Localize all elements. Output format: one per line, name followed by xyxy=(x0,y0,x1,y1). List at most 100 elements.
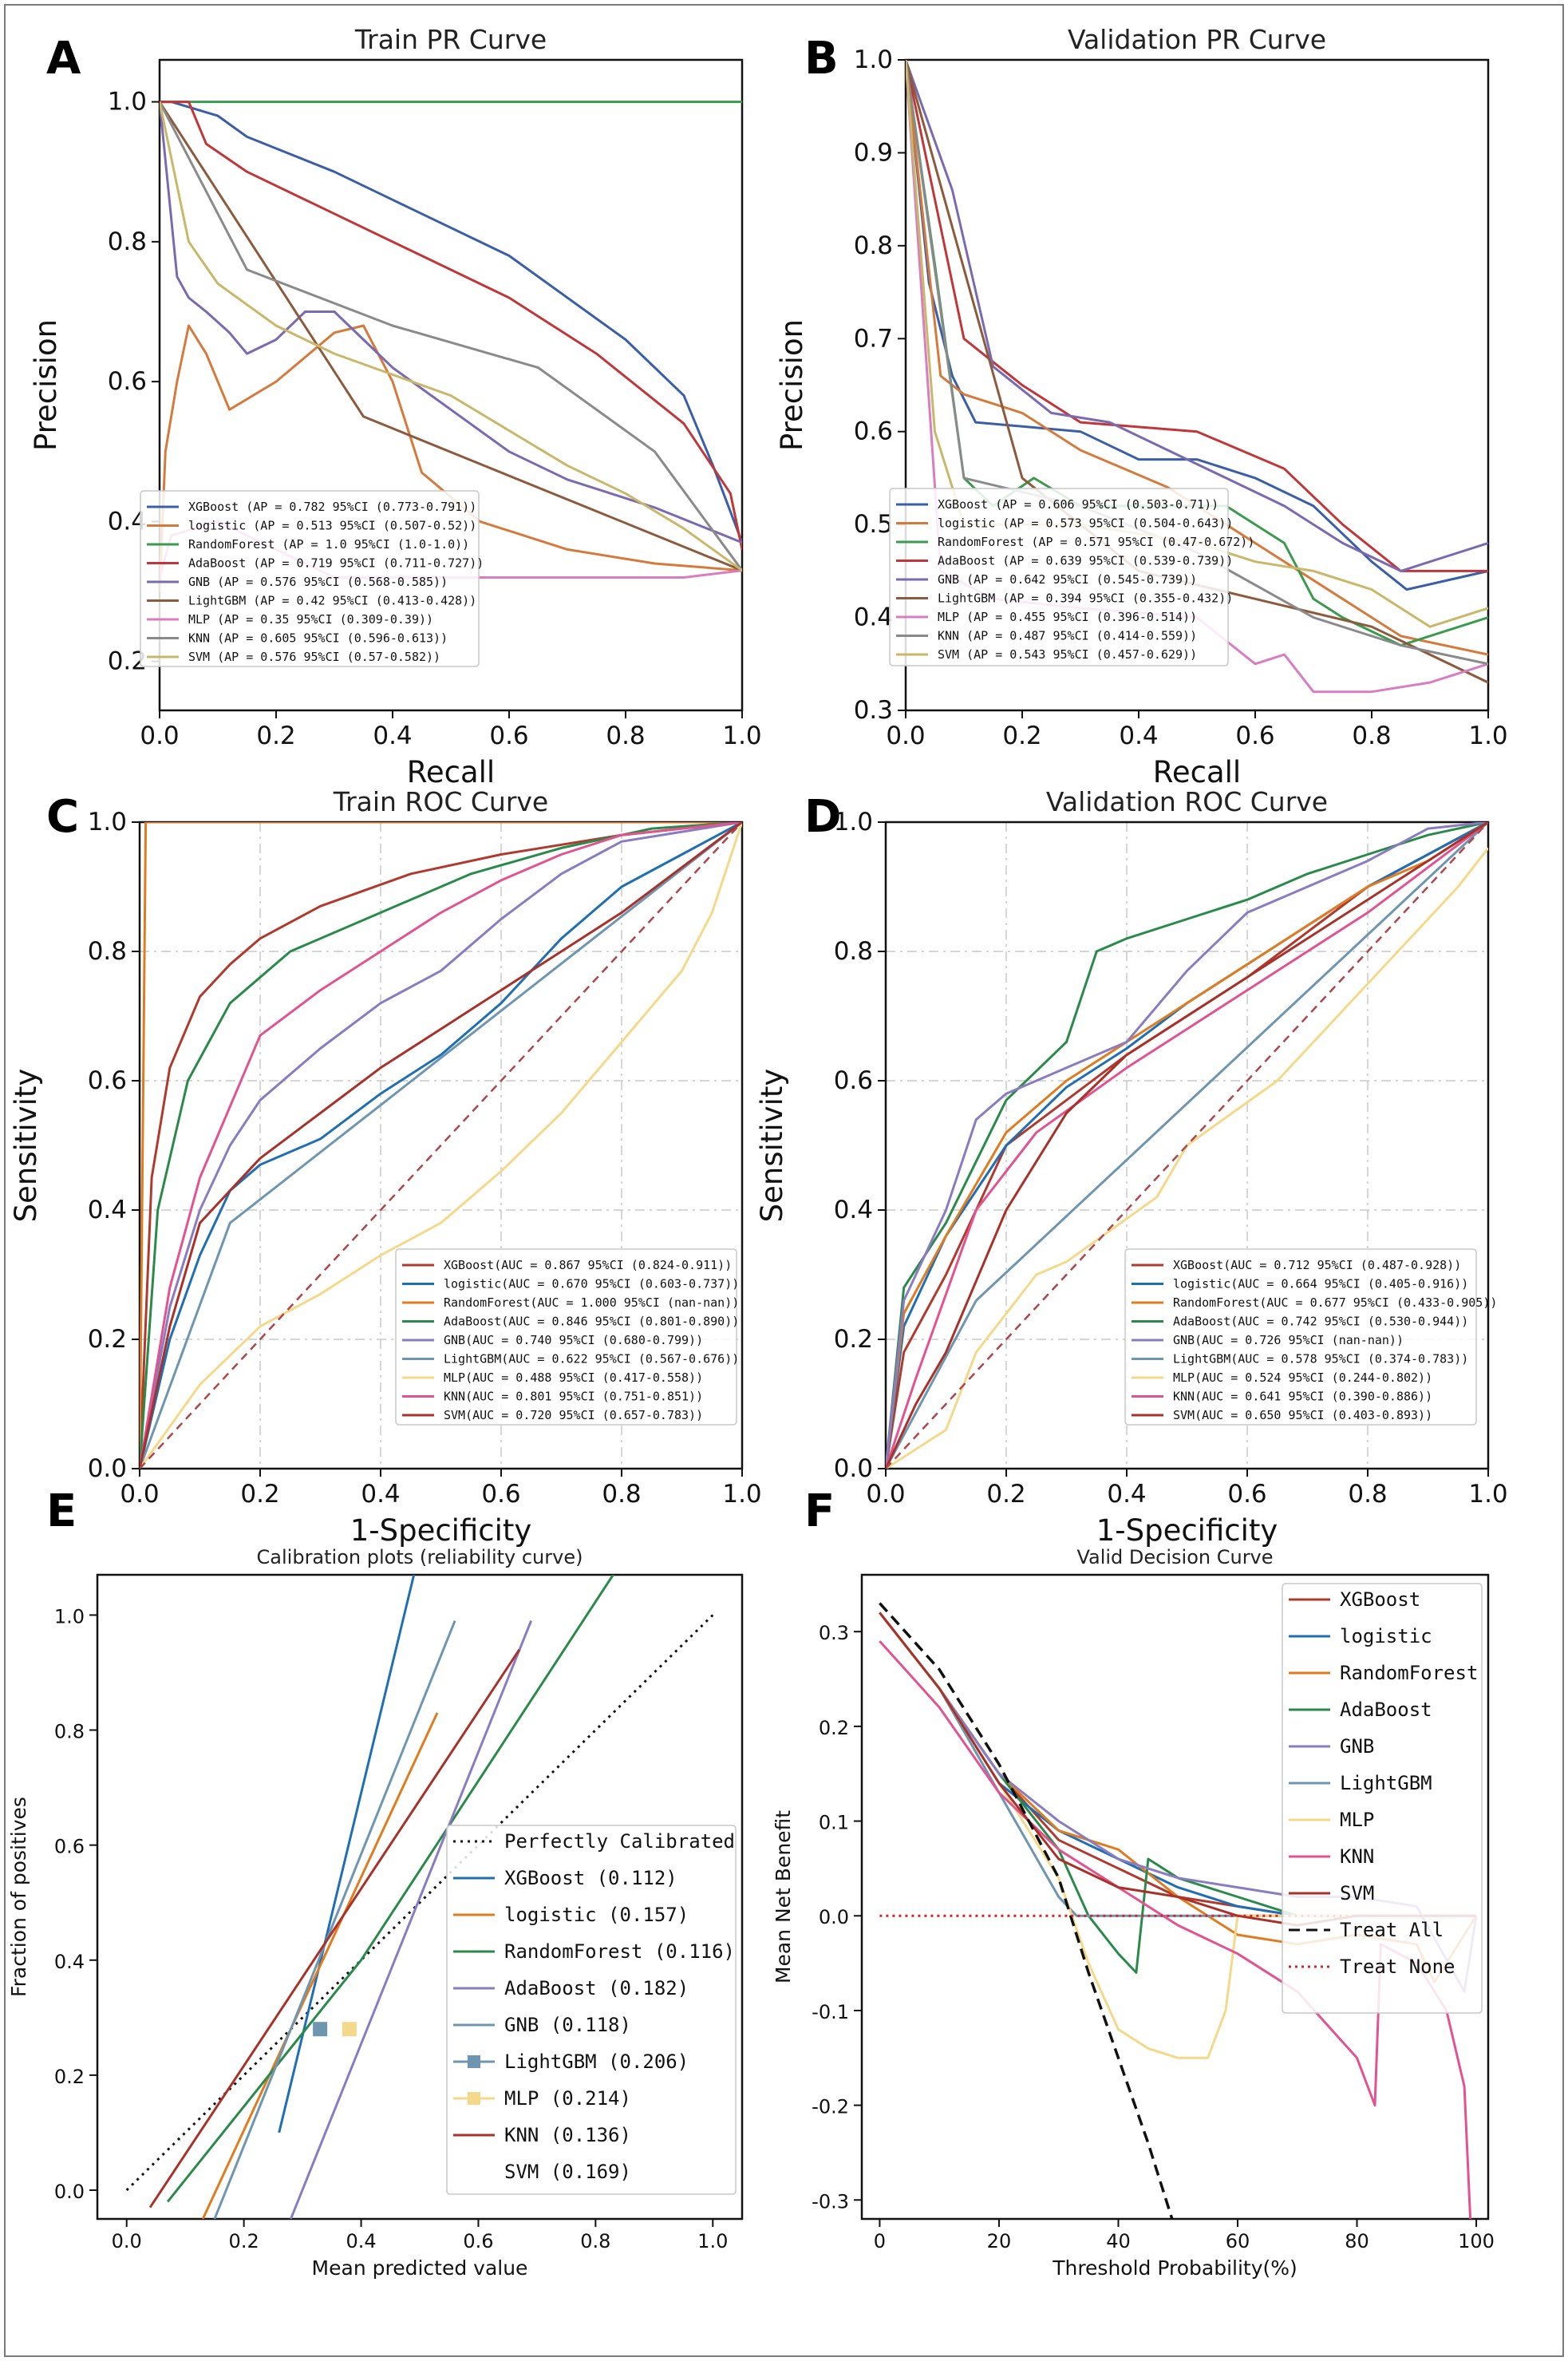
panel-letter: A xyxy=(46,33,81,85)
y-tick-label: 0.0 xyxy=(54,2181,85,2203)
x-tick-label: 20 xyxy=(987,2230,1012,2252)
series-line-lightgbm xyxy=(160,101,742,572)
series-marker-mlp xyxy=(342,2022,357,2037)
y-tick-label: 0.6 xyxy=(88,1066,127,1095)
y-axis-label: Precision xyxy=(775,319,809,451)
x-tick-label: 0.2 xyxy=(229,2230,259,2252)
y-tick-label: 0.2 xyxy=(88,1325,127,1354)
series-line-randomforest xyxy=(166,1575,614,2203)
x-axis-label: 1-Specificity xyxy=(1096,1513,1278,1548)
panel-letter: B xyxy=(804,33,839,85)
legend-entry: AdaBoost(AUC = 0.742 95%CI (0.530-0.944)… xyxy=(1173,1315,1468,1329)
series-line-gnb xyxy=(886,822,1488,1469)
panel-letter: C xyxy=(46,791,79,843)
panels: A 0.0 0.2 0.4 0.6 0.8 1.0 0.2 0.4 0.6 0.8 1.0 Train … xyxy=(7,24,1508,2280)
series-line-knn xyxy=(886,822,1488,1469)
legend-entry: GNB(AUC = 0.740 95%CI (0.680-0.799)) xyxy=(444,1333,703,1347)
legend-entry: LightGBM (AP = 0.394 95%CI (0.355-0.432)… xyxy=(938,591,1233,606)
panel-c: C 0.0 0.2 0.4 0.6 0.8 1.0 0.0 0.2 0.4 0.6 0.8 1.0 Tra… xyxy=(9,786,762,1548)
x-tick-label: 0.8 xyxy=(606,722,645,750)
legend-entry: XGBoost (AP = 0.606 95%CI (0.503-0.71)) xyxy=(938,497,1218,512)
y-tick-label: 0.4 xyxy=(834,1196,873,1224)
legend-entry: logistic (AP = 0.573 95%CI (0.504-0.643)… xyxy=(938,516,1233,531)
y-tick-label: 0.2 xyxy=(834,1325,873,1354)
legend: XGBoost(AUC = 0.712 95%CI (0.487-0.928))… xyxy=(1124,1248,1497,1426)
series-line-chance xyxy=(886,822,1488,1469)
chart-title: Valid Decision Curve xyxy=(1076,1546,1273,1568)
legend-entry: AdaBoost (0.182) xyxy=(504,1977,689,1999)
x-tick-label: 0.8 xyxy=(1352,722,1391,750)
x-tick-label: 0.4 xyxy=(1107,1480,1146,1509)
legend-entry: GNB (AP = 0.576 95%CI (0.568-0.585)) xyxy=(188,575,448,589)
legend-entry: LightGBM(AUC = 0.578 95%CI (0.374-0.783)… xyxy=(1173,1352,1468,1366)
y-tick-label: 0.0 xyxy=(819,1906,849,1928)
chart-title: Validation ROC Curve xyxy=(1046,786,1328,817)
y-axis-label: Fraction of positives xyxy=(7,1797,30,1997)
panel-d: D 0.0 0.2 0.4 0.6 0.8 1.0 0.0 0.2 0.4 0.6 0.8 1.0 Val… xyxy=(755,786,1508,1548)
legend-entry: SVM (AP = 0.576 95%CI (0.57-0.582)) xyxy=(188,650,440,664)
panel-letter: E xyxy=(46,1485,77,1537)
plot-area xyxy=(886,822,1488,1469)
y-tick-label: 1.0 xyxy=(108,88,147,117)
y-axis-label: Sensitivity xyxy=(755,1069,789,1223)
x-axis-label: Recall xyxy=(407,755,495,789)
legend: XGBoost (AP = 0.606 95%CI (0.503-0.71)) l… xyxy=(889,488,1254,666)
x-tick-label: 0.8 xyxy=(1348,1480,1387,1509)
legend: XGBoost(AUC = 0.867 95%CI (0.824-0.911))… xyxy=(395,1248,739,1426)
legend-entry: logistic(AUC = 0.664 95%CI (0.405-0.916)… xyxy=(1173,1277,1468,1291)
y-tick-label: 0.2 xyxy=(54,2066,85,2088)
plot-frame xyxy=(96,1573,744,2221)
plot-frame xyxy=(860,1573,1490,2221)
legend: Perfectly Calibrated XGBoost (0.112) logis… xyxy=(446,1825,737,2195)
x-tick-label: 1.0 xyxy=(722,1480,761,1509)
legend-entry: GNB (0.118) xyxy=(504,2014,631,2036)
legend-entry: logistic xyxy=(1340,1625,1432,1647)
series-marker-lightgbm xyxy=(313,2022,328,2037)
y-axis-label: Sensitivity xyxy=(9,1069,43,1223)
legend-entry: RandomForest (AP = 0.571 95%CI (0.47-0.6… xyxy=(938,535,1254,549)
series-line-randomforest xyxy=(140,822,742,1469)
x-tick-label: 0.2 xyxy=(1002,722,1041,750)
legend-entry: MLP (AP = 0.35 95%CI (0.309-0.39)) xyxy=(188,612,433,627)
x-tick-label: 0.0 xyxy=(886,722,925,750)
y-tick-label: 0.8 xyxy=(854,231,893,260)
y-tick-label: -0.3 xyxy=(812,2190,849,2213)
legend-entry: LightGBM (AP = 0.42 95%CI (0.413-0.428)) xyxy=(188,594,476,608)
legend-entry: AdaBoost (AP = 0.639 95%CI (0.539-0.739)… xyxy=(938,554,1233,568)
series-line-svm xyxy=(140,822,742,1469)
figure-border xyxy=(4,4,1564,2357)
x-tick-label: 0.0 xyxy=(140,722,179,750)
y-tick-label: 0.0 xyxy=(834,1454,873,1483)
series-line-logistic xyxy=(201,1712,439,2219)
legend-entry: KNN (AP = 0.487 95%CI (0.414-0.559)) xyxy=(938,629,1197,643)
legend-box xyxy=(395,1248,737,1426)
series-line-adaboost xyxy=(160,101,742,550)
legend-entry: GNB (AP = 0.642 95%CI (0.545-0.739)) xyxy=(938,572,1197,587)
series-line-knn xyxy=(160,101,742,571)
legend-entry: LightGBM (0.206) xyxy=(504,2051,689,2073)
x-tick-label: 0.8 xyxy=(580,2230,610,2252)
panel-letter: F xyxy=(804,1485,835,1537)
y-tick-label: 0.8 xyxy=(88,937,127,966)
legend-entry: XGBoost (AP = 0.782 95%CI (0.773-0.791)) xyxy=(188,500,476,514)
legend: XGBoost (AP = 0.782 95%CI (0.773-0.791))… xyxy=(140,490,484,667)
legend-entry: AdaBoost (AP = 0.719 95%CI (0.711-0.727)… xyxy=(188,556,484,571)
legend-entry: KNN(AUC = 0.801 95%CI (0.751-0.851)) xyxy=(444,1390,703,1404)
x-tick-label: 1.0 xyxy=(697,2230,728,2252)
legend-entry: KNN(AUC = 0.641 95%CI (0.390-0.886)) xyxy=(1173,1390,1432,1404)
series-line-chance xyxy=(140,822,742,1469)
legend-entry: GNB(AUC = 0.726 95%CI (nan-nan)) xyxy=(1173,1333,1404,1347)
legend-entry: logistic(AUC = 0.670 95%CI (0.603-0.737)… xyxy=(444,1277,739,1291)
legend-entry: XGBoost(AUC = 0.712 95%CI (0.487-0.928)) xyxy=(1173,1258,1461,1272)
y-tick-label: 0.6 xyxy=(108,367,147,396)
legend-entry: RandomForest(AUC = 1.000 95%CI (nan-nan)… xyxy=(444,1295,739,1310)
legend-box xyxy=(889,488,1229,666)
x-tick-label: 0.0 xyxy=(120,1480,159,1509)
legend-box xyxy=(1124,1248,1477,1426)
chart-title: Train ROC Curve xyxy=(333,786,548,817)
chart-title: Calibration plots (reliability curve) xyxy=(257,1546,583,1568)
series-line-xgboost xyxy=(160,101,742,544)
legend-entry: SVM (0.169) xyxy=(504,2161,631,2183)
legend-entry: RandomForest (0.116) xyxy=(504,1940,735,1963)
legend-box xyxy=(1282,1583,1483,2014)
